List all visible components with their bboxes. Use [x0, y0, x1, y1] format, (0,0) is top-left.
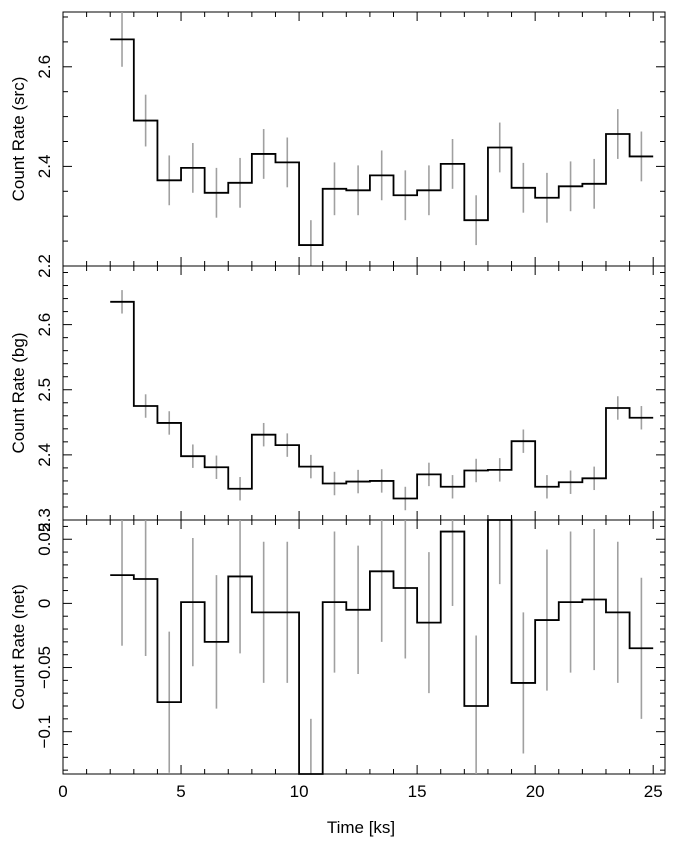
y-tick-label: 2.6 [35, 55, 54, 79]
panel-src: 2.2 2.4 2.6 Count Rate (src) [9, 11, 666, 278]
y-tick-label: 2.2 [35, 254, 54, 278]
y-tick-label: 2.3 [35, 508, 54, 532]
y-tick-label: −0.1 [35, 715, 54, 749]
x-tick-label: 0 [58, 782, 67, 801]
y-axis-label: Count Rate (net) [9, 584, 28, 710]
y-tick-label: 0 [35, 599, 54, 608]
y-axis-label: Count Rate (bg) [9, 333, 28, 454]
data-series-step [110, 300, 654, 500]
panel-net: −0.1 −0.05 0 0.05 Count Rate (net) [9, 519, 666, 775]
y-tick-label: 2.6 [35, 313, 54, 337]
data-series-step [110, 519, 654, 775]
x-tick-label: 10 [290, 782, 309, 801]
x-tick-label: 5 [176, 782, 185, 801]
y-tick-label: 2.4 [35, 155, 54, 179]
y-tick-label: 2.5 [35, 378, 54, 402]
y-tick-label: 2.4 [35, 443, 54, 467]
data-series-step [110, 38, 654, 246]
y-axis-label: Count Rate (src) [9, 77, 28, 202]
x-axis-tick-labels: 0 5 10 15 20 25 [58, 782, 662, 801]
plot-frame [62, 519, 666, 775]
y-tick-label: −0.05 [35, 646, 54, 689]
x-tick-label: 25 [644, 782, 663, 801]
y-tick-label: 0.05 [35, 523, 54, 556]
x-tick-label: 20 [526, 782, 545, 801]
panel-bg: 2.3 2.4 2.5 2.6 Count Rate (bg) [9, 265, 666, 532]
x-tick-label: 15 [408, 782, 427, 801]
plot-frame [62, 11, 666, 267]
x-axis-label: Time [ks] [327, 818, 395, 837]
